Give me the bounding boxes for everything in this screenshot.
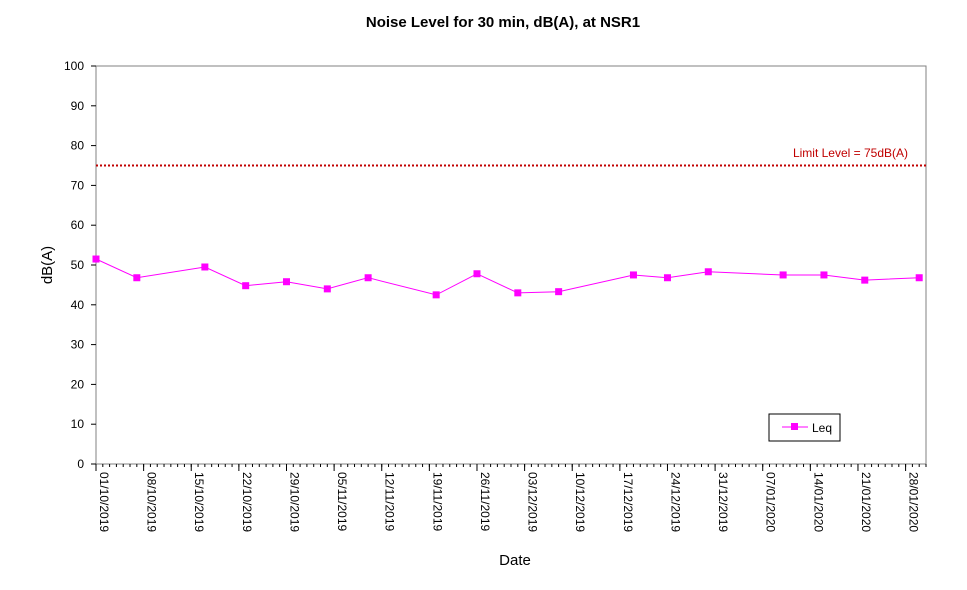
y-tick-label: 80 xyxy=(71,139,85,153)
y-tick-label: 90 xyxy=(71,99,85,113)
x-tick-label: 01/10/2019 xyxy=(97,472,111,532)
y-axis: 0 10 20 30 40 50 60 70 80 90 100 xyxy=(64,59,96,471)
data-point xyxy=(555,288,563,296)
x-tick-label: 21/01/2020 xyxy=(859,472,873,532)
y-tick-label: 20 xyxy=(71,377,85,391)
x-axis: 01/10/2019 08/10/2019 15/10/2019 22/10/2019… xyxy=(95,464,927,532)
x-tick-label: 12/11/2019 xyxy=(383,472,397,531)
x-tick-label: 14/01/2020 xyxy=(811,472,825,532)
limit-level-label: Limit Level = 75dB(A) xyxy=(793,146,908,160)
data-point xyxy=(704,268,712,276)
data-point xyxy=(629,271,637,279)
x-tick-label: 26/11/2019 xyxy=(478,472,492,531)
data-point xyxy=(201,263,209,271)
data-point xyxy=(282,278,290,286)
x-tick-label: 28/01/2020 xyxy=(907,472,921,532)
legend-label-leq: Leq xyxy=(812,421,832,435)
data-point xyxy=(432,291,440,299)
legend: Leq xyxy=(768,413,841,442)
series-line-leq xyxy=(95,258,920,296)
data-point xyxy=(242,282,250,290)
x-tick-label: 29/10/2019 xyxy=(287,472,301,532)
y-tick-label: 100 xyxy=(64,59,84,73)
legend-marker-leq xyxy=(791,423,798,430)
series-leq xyxy=(92,255,923,299)
x-tick-label: 24/12/2019 xyxy=(668,472,682,532)
y-tick-label: 30 xyxy=(71,338,85,352)
data-point xyxy=(779,271,787,279)
y-axis-label: dB(A) xyxy=(39,246,56,284)
x-tick-label: 15/10/2019 xyxy=(192,472,206,532)
data-point xyxy=(663,274,671,282)
x-tick-label: 31/12/2019 xyxy=(716,472,730,532)
x-tick-label: 19/11/2019 xyxy=(430,472,444,531)
x-tick-label: 10/12/2019 xyxy=(573,472,587,532)
plot-area xyxy=(95,65,927,465)
data-point xyxy=(820,271,828,279)
y-tick-label: 40 xyxy=(71,298,85,312)
data-point xyxy=(323,285,331,293)
x-tick-label: 17/12/2019 xyxy=(621,472,635,532)
data-point xyxy=(861,276,869,284)
y-tick-label: 0 xyxy=(77,457,84,471)
y-tick-label: 10 xyxy=(71,417,85,431)
data-point xyxy=(473,270,481,278)
y-tick-label: 50 xyxy=(71,258,85,272)
chart-title: Noise Level for 30 min, dB(A), at NSR1 xyxy=(366,14,640,31)
x-tick-label: 03/12/2019 xyxy=(526,472,540,532)
y-tick-label: 70 xyxy=(71,178,85,192)
x-tick-label: 05/11/2019 xyxy=(335,472,349,531)
data-point xyxy=(364,274,372,282)
x-axis-label: Date xyxy=(499,552,531,569)
data-point xyxy=(92,255,100,263)
data-point xyxy=(133,274,141,282)
data-point xyxy=(514,289,522,297)
x-tick-label: 22/10/2019 xyxy=(240,472,254,532)
y-tick-label: 60 xyxy=(71,218,85,232)
data-point xyxy=(915,274,923,282)
x-tick-label: 08/10/2019 xyxy=(145,472,159,532)
x-tick-label: 07/01/2020 xyxy=(764,472,778,532)
